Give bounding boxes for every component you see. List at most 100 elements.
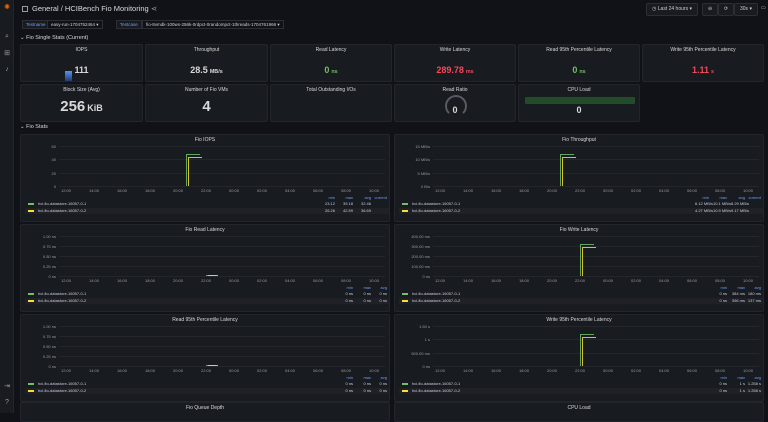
legend-series-row[interactable]: hci-fio-datastore-16057-0-1 23.12 39.18 32.… (25, 201, 389, 207)
testname-variable-select[interactable]: easy-run-1704752464 ▾ (47, 20, 103, 29)
page-title[interactable]: General / HCIBench Fio Monitoring ⋖ (22, 4, 157, 13)
stat-panel[interactable]: Number of Fio VMs 4 (145, 84, 268, 122)
legend: min max avg current hci-fio-datastore-16057-… (395, 195, 763, 215)
legend-column-header[interactable]: avg (738, 195, 745, 200)
bar-gauge (525, 97, 635, 104)
stat-title: Read 95th Percentile Latency (546, 47, 612, 53)
series-color-swatch (28, 300, 34, 302)
grid-line (433, 236, 759, 237)
stat-panel[interactable]: Read 95th Percentile Latency 0 ns (518, 44, 640, 82)
legend-column-header[interactable]: avg (754, 375, 761, 380)
legend-series-row[interactable]: hci-fio-datastore-16057-0-2 4.27 MB/s 10.9… (399, 208, 763, 214)
stat-panel[interactable]: Total Outstanding I/Os (270, 84, 392, 122)
stat-title: Total Outstanding I/Os (306, 87, 356, 93)
sign-in-icon[interactable]: ⇥ (4, 383, 10, 390)
legend-series-row[interactable]: hci-fio-datastore-16057-0-2 0 ns 1 s 1.258 … (399, 388, 763, 394)
x-tick-label: 14:00 (463, 368, 474, 373)
series-name: hci-fio-datastore-16057-0-2 (38, 208, 87, 213)
y-tick-label: 0 B/s (420, 184, 430, 189)
legend-column-header[interactable]: min (346, 375, 353, 380)
series-line (562, 157, 577, 186)
alerting-icon[interactable]: ♪ (5, 66, 9, 73)
legend-value: 0 ns (379, 291, 387, 296)
legend-column-header[interactable]: avg (380, 285, 387, 290)
series-line (186, 154, 201, 186)
dashboards-icon[interactable]: ⊞ (4, 50, 10, 57)
legend-column-header[interactable]: min (702, 195, 709, 200)
stat-value: 0 ns (519, 65, 639, 75)
legend-series-row[interactable]: hci-fio-datastore-16057-0-2 0 ns 396 ms 137… (399, 298, 763, 304)
legend: min max avg hci-fio-datastore-16057-0-1 0 ns… (395, 375, 763, 395)
legend-column-header[interactable]: avg (380, 375, 387, 380)
stat-panel[interactable]: IOPS 111 (20, 44, 143, 82)
x-tick-label: 02:00 (631, 188, 642, 193)
row-header-single-stats[interactable]: ⌄ Fio Single Stats (Current) (20, 35, 88, 41)
row-title: Fio Single Stats (Current) (26, 35, 89, 41)
legend-column-header[interactable]: avg (754, 285, 761, 290)
legend-series-row[interactable]: hci-fio-datastore-16057-0-1 0 ns 0 ns 0 ns (25, 291, 389, 297)
stat-panel[interactable]: Read Ratio 0 (394, 84, 516, 122)
testcase-value: fio-8vmdk-100ws-256k-0rdpct-0randompct-1… (146, 22, 277, 27)
timeseries-panel[interactable]: Write 95th Percentile Latency 1.50 s 1 s 50… (394, 314, 764, 402)
row-header-fio-stats[interactable]: ⌄ Fio Stats (20, 124, 48, 130)
legend-column-header[interactable]: current (374, 195, 387, 200)
x-tick-label: 06:00 (313, 278, 324, 283)
timeseries-panel[interactable]: Fio Throughput 15 MB/s 10 MB/s 5 MB/s 0 B/s 1… (394, 134, 764, 222)
legend-series-row[interactable]: hci-fio-datastore-16057-0-2 26.26 42.59 36.… (25, 208, 389, 214)
legend-column-header[interactable]: min (720, 375, 727, 380)
chevron-down-icon: ⌄ (20, 124, 25, 130)
legend-column-header[interactable]: max (345, 195, 353, 200)
x-tick-label: 22:00 (201, 188, 212, 193)
legend-value: 42.59 (342, 208, 353, 213)
grafana-logo-icon[interactable]: ✺ (4, 4, 10, 11)
timeseries-panel[interactable]: Fio Write Latency 400.00 ms 300.00 ms 200.0… (394, 224, 764, 312)
legend-value: 8.29 MB/s (731, 201, 750, 206)
stat-panel[interactable]: Throughput 28.5 MB/s (145, 44, 268, 82)
legend-value: 0 ns (379, 298, 387, 303)
legend-series-row[interactable]: hci-fio-datastore-16057-0-2 0 ns 0 ns 0 ns (25, 298, 389, 304)
testcase-variable-select[interactable]: fio-8vmdk-100ws-256k-0rdpct-0randompct-1… (142, 20, 284, 29)
y-tick-label: 0.75 ns (42, 334, 56, 339)
legend-column-header[interactable]: avg (364, 195, 371, 200)
refresh-button[interactable]: ⟳ (718, 3, 735, 16)
share-icon[interactable]: ⋖ (150, 4, 158, 13)
legend-series-row[interactable]: hci-fio-datastore-16057-0-1 0 ns 1 s 1.258 … (399, 381, 763, 387)
x-tick-label: 12:00 (61, 188, 72, 193)
legend-series-row[interactable]: hci-fio-datastore-16057-0-2 0 ns 0 ns 0 ns (25, 388, 389, 394)
refresh-interval-picker[interactable]: 30s ▾ (734, 3, 758, 16)
legend-column-header[interactable]: min (346, 285, 353, 290)
legend-series-row[interactable]: hci-fio-datastore-16057-0-1 0 ns 384 ms 180… (399, 291, 763, 297)
legend-column-header[interactable]: max (363, 285, 371, 290)
legend-column-header[interactable]: min (720, 285, 727, 290)
legend-column-header[interactable]: max (719, 195, 727, 200)
stat-number: 4 (202, 98, 211, 115)
stat-panel[interactable]: Read Latency 0 ns (270, 44, 392, 82)
timeseries-panel[interactable]: Fio Queue Depth (20, 402, 390, 422)
stat-panel[interactable]: CPU Load 0 (518, 84, 640, 122)
tv-mode-button[interactable]: ▭ (756, 3, 768, 16)
timeseries-panel[interactable]: CPU Load (394, 402, 764, 422)
legend-series-row[interactable]: hci-fio-datastore-16057-0-1 6.12 MB/s 10.1… (399, 201, 763, 207)
legend-column-header[interactable]: max (737, 375, 745, 380)
legend-column-header[interactable]: max (363, 375, 371, 380)
stat-panel[interactable]: Write Latency 289.78 ms (394, 44, 516, 82)
x-tick-label: 16:00 (117, 278, 128, 283)
stat-panel[interactable]: Block Size (Avg) 256 KiB (20, 84, 143, 122)
series-color-swatch (402, 203, 408, 205)
legend-value: 396 ms (731, 298, 745, 303)
time-range-picker[interactable]: ◷ Last 24 hours ▾ (646, 3, 698, 16)
timeseries-panel[interactable]: Read 95th Percentile Latency 1.00 ns 0.75 … (20, 314, 390, 402)
timeseries-panel[interactable]: Fio Read Latency 1.00 ns 0.75 ns 0.50 ns 0.2… (20, 224, 390, 312)
zoom-out-button[interactable]: ⊖ (702, 3, 719, 16)
legend-column-header[interactable]: min (328, 195, 335, 200)
legend-value: 1 s (739, 388, 745, 393)
legend-column-header[interactable]: max (737, 285, 745, 290)
legend-series-row[interactable]: hci-fio-datastore-16057-0-1 0 ns 0 ns 0 ns (25, 381, 389, 387)
help-icon[interactable]: ? (5, 399, 9, 406)
legend-column-header[interactable]: current (748, 195, 761, 200)
search-icon[interactable]: ⌕ (5, 33, 9, 40)
testname-value: easy-run-1704752464 (51, 22, 96, 27)
timeseries-panel[interactable]: Fio IOPS 60 40 20 0 12:00 14:00 16:00 18:00 20:00… (20, 134, 390, 222)
stat-panel[interactable]: Write 95th Percentile Latency 1.11 s (642, 44, 764, 82)
legend-value: 0 ns (363, 388, 371, 393)
